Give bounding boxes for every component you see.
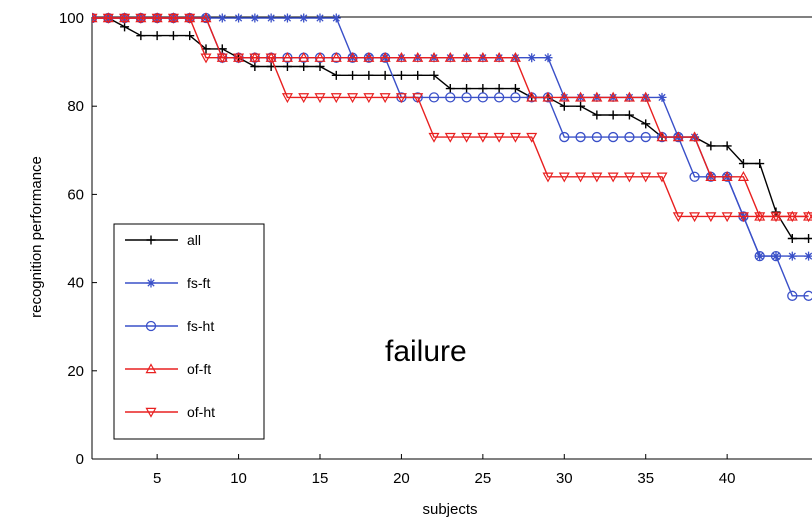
- data-point-fs-ft: [283, 14, 292, 23]
- x-tick-label: 25: [475, 470, 492, 487]
- series-of-ht: [88, 14, 812, 221]
- legend: all fs-ft fs-ht of-ft of-ht: [114, 224, 264, 439]
- data-point-fs-ft: [332, 14, 341, 23]
- data-point-fs-ft: [804, 252, 812, 261]
- series-of-ft: [88, 14, 812, 221]
- series-all: [88, 14, 812, 244]
- data-point-fs-ft: [299, 14, 308, 23]
- legend-label: of-ft: [187, 361, 211, 377]
- x-tick-label: 15: [312, 470, 329, 487]
- data-point-fs-ft: [788, 252, 797, 261]
- legend-marker: [147, 279, 156, 288]
- y-tick-label: 100: [59, 10, 84, 27]
- data-point-fs-ft: [316, 14, 325, 23]
- data-point-fs-ft: [658, 93, 667, 102]
- data-point-all: [462, 84, 471, 93]
- data-point-fs-ft: [267, 14, 276, 23]
- y-axis-label: recognition performance: [28, 156, 45, 318]
- data-point-fs-ft: [234, 14, 243, 23]
- data-point-fs-ft: [527, 53, 536, 62]
- data-point-all: [609, 111, 618, 120]
- data-point-all: [788, 234, 797, 243]
- data-point-all: [397, 71, 406, 80]
- failure-annotation: failure: [385, 335, 467, 368]
- series-line-all: [92, 18, 809, 239]
- legend-label: of-ht: [187, 404, 215, 420]
- data-point-all: [592, 111, 601, 120]
- data-point-all: [299, 62, 308, 71]
- x-tick-label: 5: [153, 470, 161, 487]
- legend-label: all: [187, 232, 201, 248]
- data-point-all: [316, 62, 325, 71]
- data-point-fs-ft: [544, 53, 553, 62]
- data-point-all: [153, 31, 162, 40]
- data-point-all: [478, 84, 487, 93]
- data-point-all: [413, 71, 422, 80]
- data-point-all: [511, 84, 520, 93]
- data-point-all: [755, 159, 764, 168]
- data-point-all: [283, 62, 292, 71]
- x-tick-label: 30: [556, 470, 573, 487]
- x-axis-label: subjects: [422, 501, 477, 518]
- data-point-all: [381, 71, 390, 80]
- y-tick-label: 20: [67, 363, 84, 380]
- legend-label: fs-ht: [187, 318, 214, 334]
- series-line-of-ft: [92, 18, 809, 216]
- data-point-all: [364, 71, 373, 80]
- x-tick-label: 35: [637, 470, 654, 487]
- data-point-fs-ft: [218, 14, 227, 23]
- data-point-all: [625, 111, 634, 120]
- data-point-all: [804, 234, 812, 243]
- y-tick-label: 80: [67, 98, 84, 115]
- data-point-all: [169, 31, 178, 40]
- series-line-of-ht: [92, 18, 809, 216]
- legend-label: fs-ft: [187, 275, 210, 291]
- data-point-all: [332, 71, 341, 80]
- x-tick-label: 20: [393, 470, 410, 487]
- y-tick-label: 40: [67, 275, 84, 292]
- data-point-all: [348, 71, 357, 80]
- data-point-all: [560, 102, 569, 111]
- x-tick-label: 10: [230, 470, 247, 487]
- x-tick-label: 40: [719, 470, 736, 487]
- y-tick-label: 0: [76, 451, 84, 468]
- data-point-fs-ft: [250, 14, 259, 23]
- data-point-all: [706, 141, 715, 150]
- y-tick-label: 60: [67, 186, 84, 203]
- data-point-all: [136, 31, 145, 40]
- data-point-all: [576, 102, 585, 111]
- data-point-all: [495, 84, 504, 93]
